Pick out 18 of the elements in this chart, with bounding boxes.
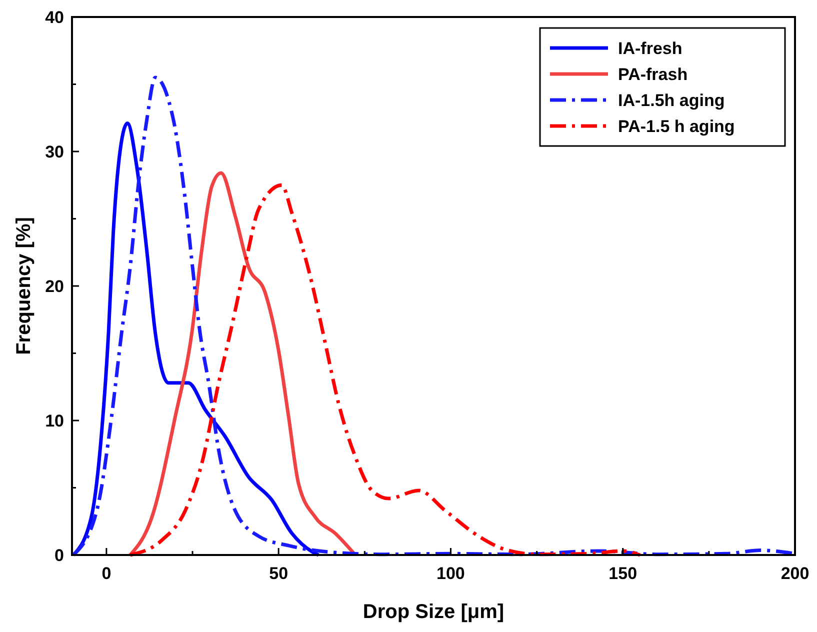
y-tick-label: 40 [45,8,64,27]
y-tick-label: 30 [45,142,64,162]
line-series [128,183,642,557]
legend-label: PA-1.5 h aging [618,117,735,136]
x-tick-label: 200 [780,564,810,583]
x-tick-label: 100 [436,564,465,583]
x-axis-title: Drop Size [μm] [362,601,504,623]
y-tick-label: 20 [45,277,64,296]
y-tick-label: 10 [45,412,64,430]
y-tick-label: 0 [54,546,64,565]
x-tick-label: 50 [269,564,288,583]
x-tick-label: 0 [102,564,112,583]
y-axis-title: Frequency [%] [13,217,35,355]
x-tick-label: 150 [608,564,638,583]
legend-label: PA-frash [618,65,688,84]
legend-label: IA-1.5h aging [618,91,725,110]
line-series [128,171,358,557]
legend-label: IA-fresh [618,39,682,58]
